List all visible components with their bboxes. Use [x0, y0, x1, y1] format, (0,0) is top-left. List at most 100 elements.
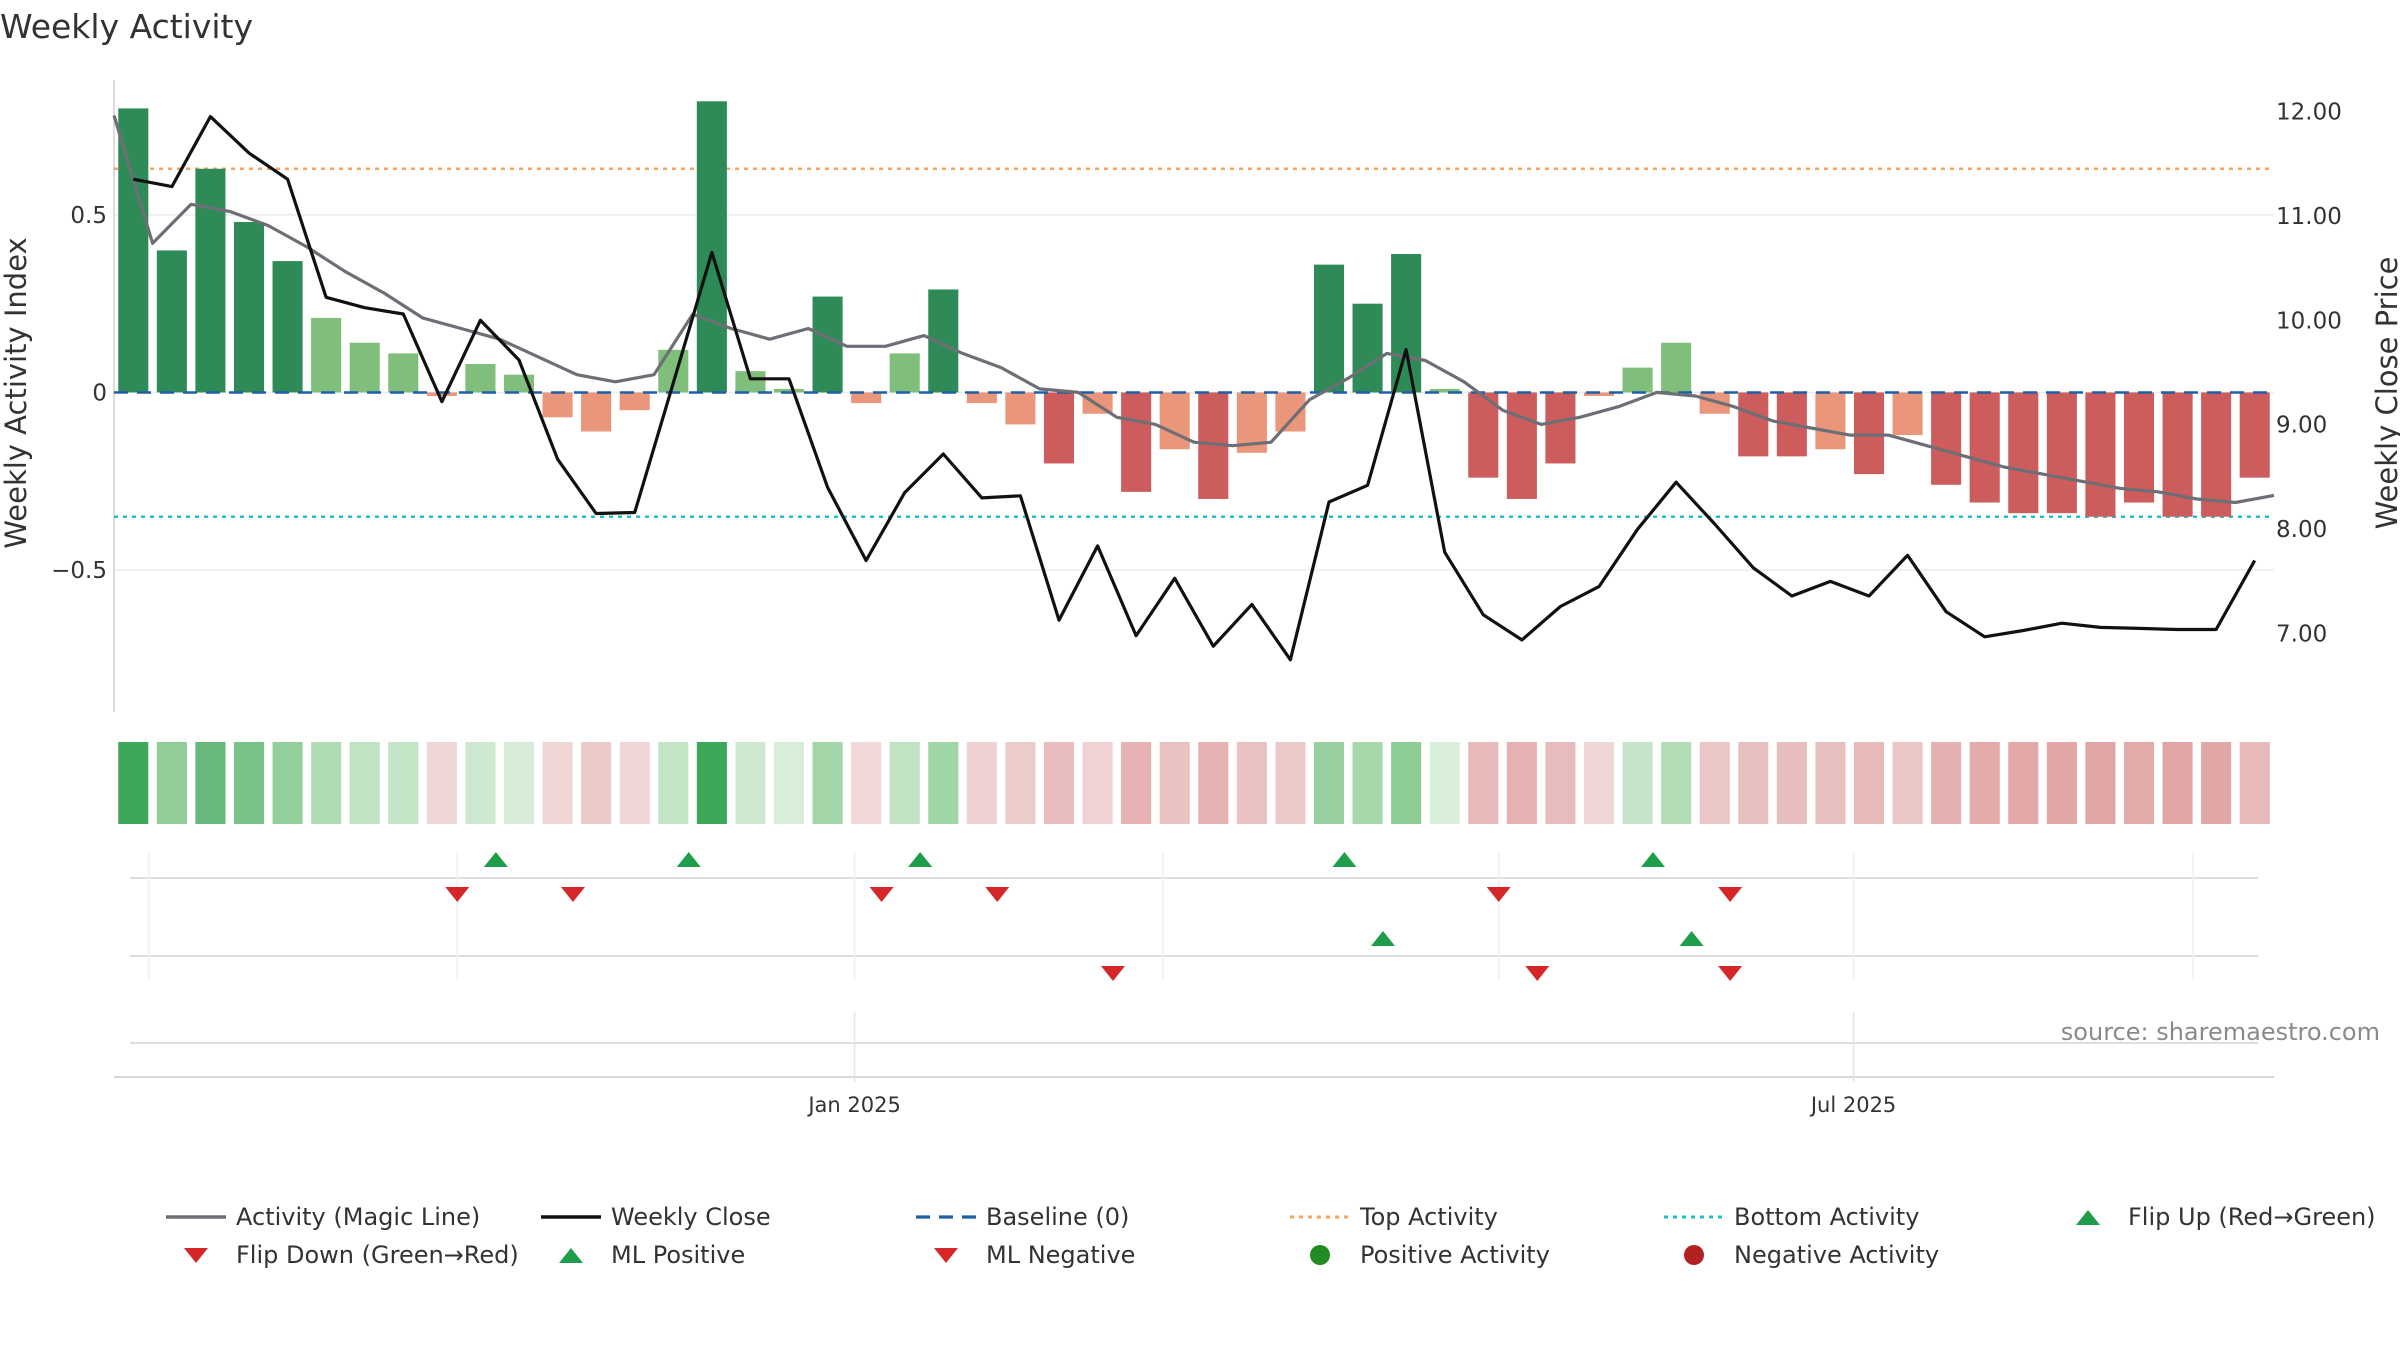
source-credit: source: sharemaestro.com: [2061, 1018, 2380, 1046]
activity-bar-47: [1931, 392, 1962, 485]
ml-negative-marker-3: [1525, 966, 1550, 981]
activity-bar-24: [1043, 392, 1075, 464]
legend-swatch-9: [1310, 1245, 1330, 1265]
activity-bar-30: [1275, 392, 1306, 432]
legend-label-5: Flip Up (Red→Green): [2128, 1203, 2376, 1231]
right-tick-5: 7.00: [2276, 622, 2327, 648]
strip-cell-27: [1159, 742, 1190, 824]
strip-cell-53: [2162, 742, 2193, 824]
activity-bar-48: [1969, 392, 2000, 503]
activity-bars: [114, 101, 2274, 517]
weekly-close-series: [132, 114, 2257, 662]
activity-bar-0: [118, 108, 149, 393]
strip-cell-47: [1931, 742, 1962, 824]
strip-cell-20: [889, 742, 920, 824]
activity-bar-45: [1853, 392, 1885, 475]
strip-cell-19: [851, 742, 882, 824]
flip-down-marker-9: [1486, 887, 1511, 902]
series-lines: [112, 114, 2275, 662]
strip-cell-0: [118, 742, 149, 824]
strip-cell-41: [1699, 742, 1730, 824]
legend-item-10: Negative Activity: [1684, 1241, 1939, 1269]
activity-bar-35: [1468, 392, 1499, 478]
flip-up-marker-1: [676, 852, 701, 867]
strip-cell-12: [581, 742, 612, 824]
strip-cell-40: [1661, 742, 1692, 824]
legend-item-1: Weekly Close: [541, 1203, 771, 1231]
flip-down-marker-5: [445, 887, 470, 902]
activity-bar-26: [1121, 392, 1152, 492]
strip-cell-9: [465, 742, 496, 824]
left-axis-label: Weekly Activity Index: [0, 237, 33, 548]
activity-bar-50: [2046, 392, 2077, 514]
activity-bar-39: [1622, 367, 1653, 393]
activity-bar-13: [619, 392, 650, 411]
flip-up-marker-3: [1332, 852, 1357, 867]
x-axis-ticks: Jan 2025 Jul 2025: [806, 1012, 1896, 1117]
right-tick-0: 12.00: [2276, 99, 2342, 125]
strip-cell-7: [388, 742, 419, 824]
strip-cell-28: [1198, 742, 1229, 824]
activity-bar-33: [1391, 253, 1422, 393]
flip-up-marker-0: [483, 852, 508, 867]
legend: Activity (Magic Line) Weekly Close Baselin…: [166, 1203, 2376, 1269]
activity-bar-37: [1545, 392, 1576, 464]
strip-cell-36: [1506, 742, 1537, 824]
activity-bar-23: [1005, 392, 1036, 425]
activity-bar-20: [889, 353, 920, 393]
legend-swatch-5: [2076, 1210, 2100, 1225]
legend-label-6: Flip Down (Green→Red): [236, 1241, 519, 1269]
legend-item-9: Positive Activity: [1310, 1241, 1550, 1269]
ml-positive-marker-1: [1679, 931, 1704, 946]
activity-bar-8: [426, 392, 457, 396]
activity-bar-27: [1159, 392, 1190, 450]
strip-cell-22: [966, 742, 997, 824]
legend-item-4: Bottom Activity: [1664, 1203, 1919, 1231]
activity-bar-5: [311, 317, 342, 393]
legend-swatch-7: [559, 1248, 583, 1263]
activity-bar-54: [2201, 392, 2232, 517]
legend-label-8: ML Negative: [986, 1241, 1135, 1269]
strip-cell-37: [1545, 742, 1576, 824]
activity-bar-52: [2123, 392, 2155, 503]
activity-bar-16: [735, 371, 766, 393]
strip-cell-3: [233, 742, 265, 824]
strip-cell-16: [735, 742, 766, 824]
legend-label-1: Weekly Close: [611, 1203, 771, 1231]
strip-cell-48: [1969, 742, 2000, 824]
flip-up-marker-4: [1641, 852, 1665, 867]
strip-cell-32: [1352, 742, 1383, 824]
x-tick-label-0: Jan 2025: [806, 1093, 901, 1117]
flip-down-marker-6: [561, 887, 585, 902]
strip-cell-29: [1236, 742, 1267, 824]
strip-cell-24: [1043, 742, 1075, 824]
ml-negative-marker-2: [1101, 966, 1125, 981]
strip-cell-14: [658, 742, 689, 824]
strip-cell-51: [2085, 742, 2116, 824]
activity-bar-15: [696, 101, 727, 393]
strip-cell-39: [1622, 742, 1653, 824]
activity-bar-2: [195, 168, 226, 393]
legend-item-7: ML Positive: [559, 1241, 745, 1269]
activity-bar-36: [1506, 392, 1537, 499]
legend-swatch-10: [1684, 1245, 1704, 1265]
strip-cell-8: [426, 742, 457, 824]
activity-bar-49: [2008, 392, 2039, 514]
left-tick-2: −0.5: [51, 558, 107, 584]
activity-bar-31: [1313, 264, 1345, 393]
legend-swatch-8: [934, 1248, 958, 1263]
activity-bar-19: [851, 392, 882, 404]
strip-cell-50: [2046, 742, 2077, 824]
legend-label-4: Bottom Activity: [1734, 1203, 1919, 1231]
chart-title: Weekly Activity: [0, 7, 253, 46]
legend-label-10: Negative Activity: [1734, 1241, 1939, 1269]
strip-cell-18: [812, 742, 843, 824]
strip-cell-5: [311, 742, 342, 824]
strip-cell-45: [1853, 742, 1885, 824]
activity-bar-7: [388, 353, 419, 393]
activity-bar-42: [1738, 392, 1769, 457]
activity-bar-55: [2239, 392, 2270, 478]
legend-swatch-6: [184, 1248, 208, 1263]
left-tick-0: 0.5: [70, 203, 107, 229]
